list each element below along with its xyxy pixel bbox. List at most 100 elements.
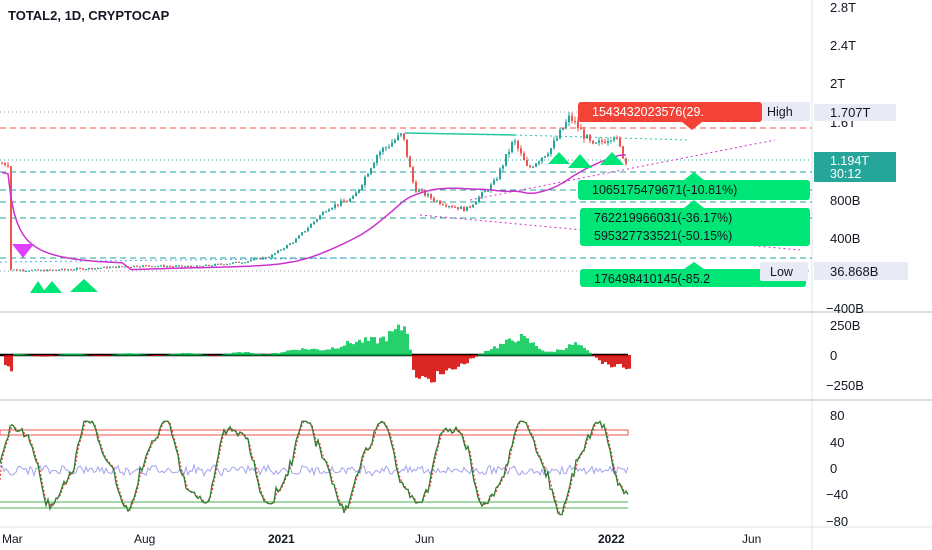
candle-body (61, 268, 63, 270)
candle-body (166, 266, 168, 268)
candle-body (589, 134, 591, 141)
candle-body (442, 204, 444, 206)
osc-bar (139, 354, 142, 356)
candle-body (418, 189, 420, 192)
candle-body (622, 146, 624, 159)
osc-bar (526, 338, 529, 356)
osc-bar (466, 355, 469, 364)
osc-bar (583, 347, 586, 356)
osc-bar (340, 346, 343, 356)
osc-bar (376, 343, 379, 356)
osc-bar (91, 355, 94, 356)
candle-body (22, 269, 24, 271)
osc-bar (427, 355, 430, 379)
osc-bar (34, 355, 37, 357)
candle-body (376, 155, 378, 163)
candle-body (154, 266, 156, 268)
candle-body (502, 165, 504, 169)
osc-bar (61, 354, 64, 356)
candle-body (325, 211, 327, 213)
candle-body (136, 265, 138, 267)
price-tick: 400B (830, 231, 860, 246)
candle-body (97, 268, 99, 270)
osc-bar (187, 352, 190, 356)
osc-bar (547, 351, 550, 356)
osc-bar (202, 354, 205, 356)
oscillator-histogram (4, 324, 631, 383)
osc-bar (127, 353, 130, 356)
candle-body (532, 166, 534, 168)
osc-tick: −250B (826, 378, 864, 393)
osc-bar (397, 324, 400, 356)
candle-body (79, 268, 81, 270)
osc-bar (28, 354, 31, 356)
stochastic-axis[interactable]: 80 40 0 −40 −80 (826, 408, 848, 529)
candle-body (427, 194, 429, 196)
osc-bar (382, 336, 385, 356)
osc-bar (55, 355, 58, 356)
candle-body (103, 266, 105, 268)
osc-bar (319, 350, 322, 356)
sell-signal-triangle (12, 244, 34, 258)
label-level4: 176498410145(-85.2 (580, 262, 806, 287)
stoch-tick: −80 (826, 514, 848, 529)
candle-body (130, 266, 132, 268)
osc-bar (262, 354, 265, 356)
osc-bar (346, 340, 349, 356)
date-axis[interactable]: Mar Aug 2021 Jun 2022 Jun (2, 532, 761, 546)
osc-bar (298, 350, 301, 356)
candle-body (34, 269, 36, 271)
candle-body (10, 166, 12, 270)
rsi-line (0, 463, 629, 478)
candle-body (385, 147, 387, 149)
osc-bar (445, 355, 448, 371)
candle-body (88, 267, 90, 270)
candle-body (367, 173, 369, 177)
osc-bar (367, 340, 370, 356)
osc-bar (151, 355, 154, 356)
candle-body (346, 201, 348, 203)
osc-bar (178, 353, 181, 356)
candle-body (439, 200, 441, 205)
candle-body (610, 140, 612, 142)
osc-bar (523, 336, 526, 356)
candle-body (124, 266, 126, 268)
osc-bar (457, 355, 460, 367)
osc-bar (148, 355, 151, 356)
candle-body (244, 262, 246, 264)
osc-bar (598, 355, 601, 361)
candle-body (340, 200, 342, 206)
candle-body (352, 196, 354, 199)
price-axis[interactable]: 2.8T 2.4T 2T 1.6T 800B 400B −400B 1.707T… (814, 0, 908, 316)
svg-text:1065175479671(-10.81%): 1065175479671(-10.81%) (592, 183, 737, 197)
osc-bar (364, 337, 367, 356)
candle-body (115, 266, 117, 268)
osc-bar (211, 355, 214, 356)
osc-bar (499, 343, 502, 356)
svg-text:1.194T: 1.194T (830, 154, 869, 168)
candle-body (139, 266, 141, 268)
osc-bar (301, 348, 304, 356)
osc-bar (505, 339, 508, 356)
candle-body (544, 156, 546, 158)
oscillator-axis[interactable]: 250B 0 −250B (826, 318, 864, 393)
osc-bar (562, 350, 565, 356)
osc-bar (112, 354, 115, 356)
candle-body (583, 129, 585, 139)
osc-bar (604, 355, 607, 363)
osc-bar (622, 355, 625, 368)
candle-body (268, 257, 270, 259)
candle-body (565, 122, 567, 129)
candle-body (232, 262, 234, 264)
osc-bar (205, 354, 208, 356)
osc-bar (133, 353, 136, 356)
candle-body (310, 224, 312, 228)
osc-tick: 250B (830, 318, 860, 333)
price-tick: 800B (830, 193, 860, 208)
candle-body (199, 265, 201, 267)
candle-body (247, 261, 249, 263)
osc-bar (193, 353, 196, 356)
osc-bar (142, 354, 145, 356)
osc-bar (493, 346, 496, 356)
